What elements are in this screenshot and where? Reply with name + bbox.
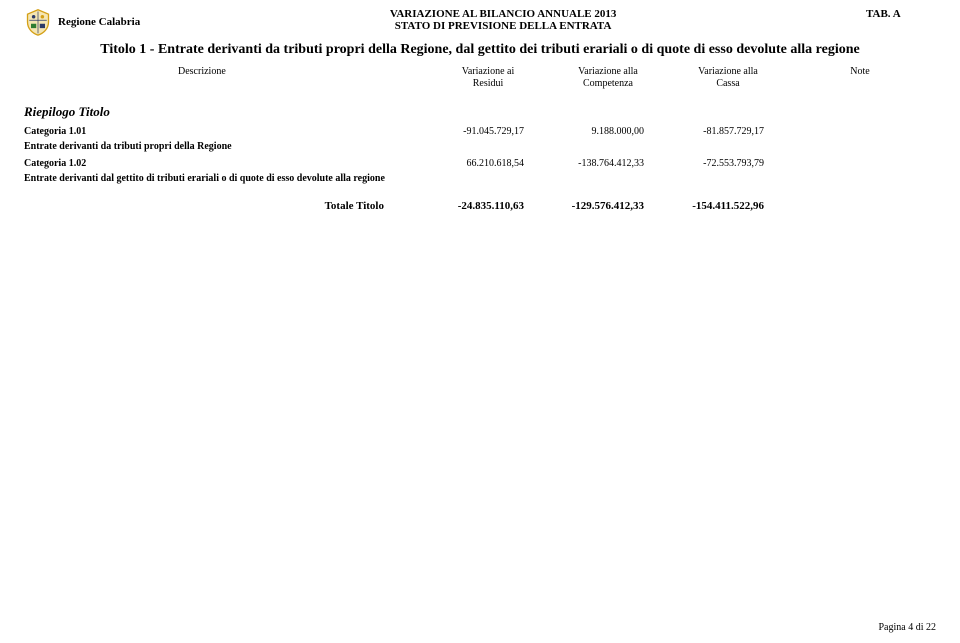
- header-row: Regione Calabria VARIAZIONE AL BILANCIO …: [24, 8, 936, 36]
- header-center: VARIAZIONE AL BILANCIO ANNUALE 2013 STAT…: [140, 8, 866, 32]
- total-row: Totale Titolo -24.835.110,63 -129.576.41…: [24, 200, 936, 212]
- row-label: Categoria 1.02: [24, 158, 424, 169]
- col-competenza: Variazione alla Competenza: [548, 66, 668, 90]
- row-label: Categoria 1.01: [24, 126, 424, 137]
- page: Regione Calabria VARIAZIONE AL BILANCIO …: [0, 0, 960, 643]
- row-subdesc: Entrate derivanti da tributi propri dell…: [24, 141, 424, 152]
- col-competenza-l1: Variazione alla: [548, 66, 668, 78]
- total-cassa: -154.411.522,96: [664, 200, 784, 212]
- row-competenza: -138.764.412,33: [544, 158, 664, 169]
- logo-region-block: Regione Calabria: [24, 8, 140, 36]
- column-headers: Descrizione Variazione ai Residui Variaz…: [24, 66, 936, 90]
- region-name: Regione Calabria: [58, 16, 140, 28]
- total-label: Totale Titolo: [24, 200, 424, 212]
- row-subdesc: Entrate derivanti dal gettito di tributi…: [24, 173, 424, 184]
- table-row: Categoria 1.02 66.210.618,54 -138.764.41…: [24, 158, 936, 169]
- col-residui-l1: Variazione ai: [428, 66, 548, 78]
- col-residui-l2: Residui: [428, 78, 548, 90]
- total-residui: -24.835.110,63: [424, 200, 544, 212]
- col-note: Note: [788, 66, 932, 90]
- region-crest-icon: [24, 8, 52, 36]
- riepilogo-heading: Riepilogo Titolo: [24, 104, 936, 120]
- col-cassa-l1: Variazione alla: [668, 66, 788, 78]
- doc-title-line1: VARIAZIONE AL BILANCIO ANNUALE 2013: [140, 8, 866, 20]
- col-residui: Variazione ai Residui: [428, 66, 548, 90]
- total-competenza: -129.576.412,33: [544, 200, 664, 212]
- row-cassa: -81.857.729,17: [664, 126, 784, 137]
- row-residui: 66.210.618,54: [424, 158, 544, 169]
- tab-label: TAB. A: [866, 8, 936, 20]
- col-cassa-l2: Cassa: [668, 78, 788, 90]
- col-cassa: Variazione alla Cassa: [668, 66, 788, 90]
- titolo-heading: Titolo 1 - Entrate derivanti da tributi …: [24, 42, 936, 58]
- table-row: Categoria 1.01 -91.045.729,17 9.188.000,…: [24, 126, 936, 137]
- row-residui: -91.045.729,17: [424, 126, 544, 137]
- col-competenza-l2: Competenza: [548, 78, 668, 90]
- row-competenza: 9.188.000,00: [544, 126, 664, 137]
- doc-title-line2: STATO DI PREVISIONE DELLA ENTRATA: [140, 20, 866, 32]
- row-cassa: -72.553.793,79: [664, 158, 784, 169]
- col-descrizione: Descrizione: [28, 66, 428, 90]
- page-footer: Pagina 4 di 22: [879, 622, 937, 633]
